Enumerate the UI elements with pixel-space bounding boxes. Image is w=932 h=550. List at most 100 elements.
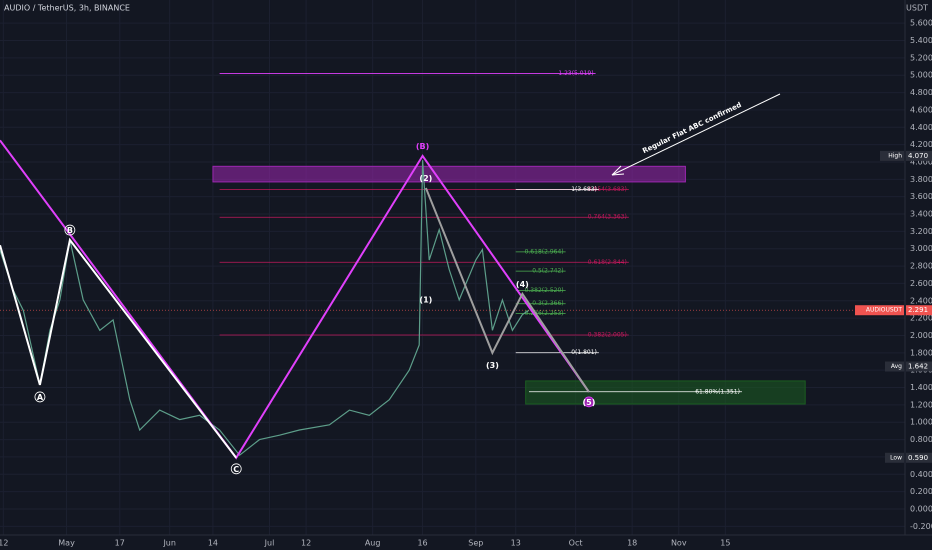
y-tick-label: 2.800 bbox=[910, 262, 932, 271]
fib-label: 1(3.683) bbox=[571, 186, 597, 193]
fib-label: 0(1.801) bbox=[571, 349, 597, 356]
x-tick-label: 15 bbox=[720, 539, 730, 548]
price-badge bbox=[906, 305, 932, 316]
x-tick-label: 17 bbox=[115, 539, 125, 548]
price-line bbox=[0, 160, 530, 457]
wave-label: (1) bbox=[419, 295, 432, 304]
wave-label: (5) bbox=[582, 398, 595, 407]
wave-marker bbox=[583, 396, 595, 408]
wave-line bbox=[0, 237, 237, 459]
y-tick-label: 5.200 bbox=[910, 53, 932, 62]
price-badge-label: Low bbox=[890, 454, 902, 461]
x-tick-label: 14 bbox=[208, 539, 218, 548]
fib-label: 0.618(2.964) bbox=[525, 248, 564, 255]
y-unit: USDT bbox=[906, 4, 928, 13]
x-tick-label: Oct bbox=[569, 539, 583, 548]
y-tick-label: 0.200 bbox=[910, 487, 932, 496]
y-tick-label: 4.200 bbox=[910, 140, 932, 149]
y-tick-label: 2.000 bbox=[910, 331, 932, 340]
x-tick-label: Jul bbox=[264, 539, 275, 548]
y-tick-label: 5.600 bbox=[910, 19, 932, 28]
x-tick-label: 12 bbox=[0, 539, 8, 548]
wave-marker bbox=[34, 391, 46, 403]
wave-label: (3) bbox=[486, 361, 499, 370]
x-tick-label: 18 bbox=[627, 539, 637, 548]
x-tick-label: 16 bbox=[417, 539, 427, 548]
wave-line bbox=[0, 139, 590, 460]
y-tick-label: 0.400 bbox=[910, 470, 932, 479]
fib-label: 1.23(5.019) bbox=[558, 70, 593, 77]
y-tick-label: 2.600 bbox=[910, 279, 932, 288]
y-tick-label: 5.400 bbox=[910, 36, 932, 45]
y-tick-label: 1.400 bbox=[910, 383, 932, 392]
price-badge bbox=[906, 150, 932, 161]
wave-marker bbox=[230, 463, 242, 475]
price-badge-label: High bbox=[888, 152, 902, 159]
y-tick-label: -0.200 bbox=[910, 522, 932, 531]
wave-label: (B) bbox=[416, 142, 429, 151]
price-badge-value: 4.070 bbox=[908, 152, 928, 160]
wave-label: (4) bbox=[516, 280, 529, 289]
wave-lines bbox=[0, 139, 590, 460]
fib-label: 0.764(3.363) bbox=[588, 214, 627, 221]
wave-label: C bbox=[233, 465, 239, 474]
y-tick-label: 0.000 bbox=[910, 504, 932, 513]
y-tick-label: 5.000 bbox=[910, 71, 932, 80]
y-tick-label: 4.000 bbox=[910, 157, 932, 166]
y-tick-label: 4.600 bbox=[910, 105, 932, 114]
y-tick-label: 1.200 bbox=[910, 400, 932, 409]
y-tick-label: 2.200 bbox=[910, 314, 932, 323]
chart-header: AUDIO / TetherUS, 3h, BINANCE bbox=[4, 4, 130, 13]
price-badge-tag bbox=[885, 361, 904, 372]
y-tick-label: 4.800 bbox=[910, 88, 932, 97]
wave-line bbox=[424, 187, 590, 393]
x-tick-label: Sep bbox=[468, 539, 483, 548]
price-badge bbox=[906, 452, 932, 463]
price-badge-tag bbox=[880, 150, 904, 161]
wave-label: B bbox=[67, 226, 73, 235]
fib-levels: 1.23(5.019) 0.854(3.683) 0.764(3.363) 0.618… bbox=[219, 70, 742, 395]
price-badge-tag bbox=[855, 305, 904, 316]
price-badge-label: AUDIOUSDT bbox=[866, 307, 902, 314]
x-tick-label: 13 bbox=[511, 539, 521, 548]
fib-label: 0.854(3.683) bbox=[588, 186, 627, 193]
price-badge-value: 2.291 bbox=[908, 306, 928, 314]
y-tick-label: 0.800 bbox=[910, 435, 932, 444]
price-badge-label: Avg bbox=[891, 363, 902, 370]
y-tick-label: 3.000 bbox=[910, 244, 932, 253]
y-tick-label: 3.600 bbox=[910, 192, 932, 201]
wave-label: A bbox=[37, 393, 44, 402]
x-tick-label: Aug bbox=[365, 539, 381, 548]
fib-label: 0.382(2.520) bbox=[525, 287, 564, 294]
price-badge-tag bbox=[885, 452, 904, 463]
y-tick-label: 4.400 bbox=[910, 123, 932, 132]
y-tick-label: 3.800 bbox=[910, 175, 932, 184]
zone bbox=[212, 165, 686, 183]
y-tick-label: 2.400 bbox=[910, 296, 932, 305]
wave-marker bbox=[64, 224, 76, 236]
fib-label: 0.236(2.253) bbox=[525, 310, 564, 317]
grid bbox=[0, 0, 905, 535]
y-tick-label: 3.400 bbox=[910, 210, 932, 219]
price-badge bbox=[906, 361, 932, 372]
fib-label: 0.3(2.366) bbox=[532, 300, 563, 307]
y-tick-label: 1.800 bbox=[910, 348, 932, 357]
wave-label: (2) bbox=[419, 174, 432, 183]
price-badge-value: 1.642 bbox=[908, 363, 928, 371]
zones bbox=[212, 165, 806, 405]
arrow-line bbox=[611, 93, 781, 176]
arrow-head bbox=[611, 165, 625, 176]
price-badge-value: 0.590 bbox=[908, 454, 928, 462]
y-tick-label: 1.000 bbox=[910, 418, 932, 427]
price bbox=[0, 160, 905, 457]
x-tick-label: Jun bbox=[162, 539, 176, 548]
axes: -0.2000.0000.2000.4000.6000.8001.0001.20… bbox=[0, 19, 932, 548]
wave-labels: A B C (B) (1) (2) (3) (4) (5) bbox=[34, 142, 595, 475]
x-tick-label: May bbox=[58, 539, 75, 548]
fib-label: 61.80%(1.351) bbox=[695, 388, 740, 395]
fib-label: 0.5(2.742) bbox=[532, 268, 563, 275]
zone bbox=[525, 380, 806, 405]
